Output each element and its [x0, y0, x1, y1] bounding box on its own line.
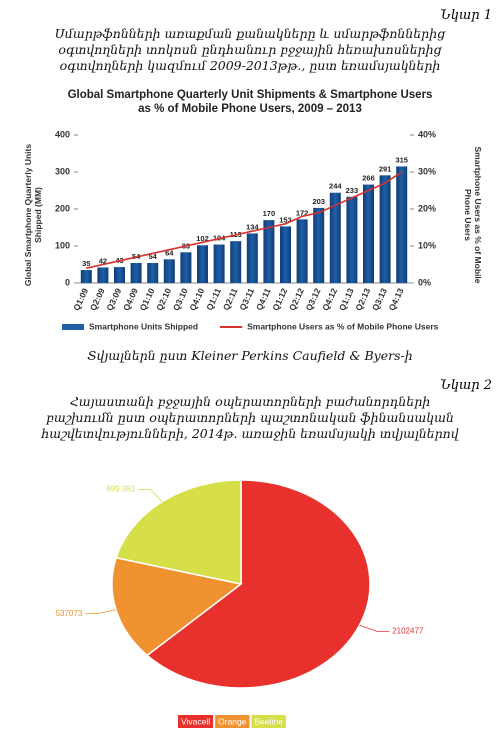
- y-tick-label: 100: [55, 240, 70, 250]
- source: Տվյալներն ըստ Kleiner Perkins Caufield &…: [87, 348, 413, 363]
- data-label: 170: [263, 209, 276, 218]
- pie-slice: [115, 479, 242, 585]
- bar: [97, 267, 109, 283]
- legend-swatch: [215, 715, 250, 728]
- bar: [180, 252, 192, 283]
- figure-label: Նկար 1: [440, 8, 492, 23]
- data-label: 42: [99, 256, 107, 265]
- data-label: 35: [82, 259, 90, 268]
- data-label: 153: [279, 215, 292, 224]
- data-label: 315: [395, 155, 408, 164]
- bar: [280, 226, 291, 283]
- caption: Սմարթֆոնների առաքման քանակները և սմարթֆո…: [54, 26, 446, 73]
- chart-title: Global Smartphone Quarterly Unit Shipmen…: [67, 89, 433, 115]
- data-label: 537073: [56, 609, 83, 618]
- bar: [130, 263, 142, 283]
- legend-swatch: [62, 324, 84, 330]
- data-label: 244: [329, 182, 342, 191]
- bar: [213, 244, 225, 283]
- leader-line: [359, 624, 390, 632]
- bar: [197, 245, 208, 283]
- y2-tick-label: 20%: [418, 203, 436, 213]
- bar: [329, 192, 341, 283]
- legend-swatch: [251, 715, 286, 728]
- y2-tick-label: 40%: [418, 129, 436, 139]
- data-label: 233: [346, 186, 359, 195]
- bar: [114, 267, 125, 283]
- bar: [396, 166, 408, 283]
- legend-label: Vivacell: [181, 716, 210, 726]
- caption: Հայաստանի բջջային օպերատորների բաժանորդն…: [41, 394, 459, 441]
- data-label: 2102477: [392, 626, 424, 635]
- bar: [363, 184, 374, 283]
- bar: [80, 270, 92, 283]
- x-tick-label: Q4:13: [387, 286, 406, 312]
- bar: [147, 263, 159, 283]
- leader-line: [138, 488, 163, 502]
- data-label: 699 381: [106, 484, 135, 493]
- data-label: 172: [296, 208, 309, 217]
- leader-line: [85, 609, 117, 615]
- bar: [230, 241, 242, 283]
- data-label: 54: [149, 252, 158, 261]
- bar: [163, 259, 175, 283]
- legend-label: Beeline: [255, 716, 284, 726]
- bar: [263, 220, 275, 283]
- y-tick-label: 200: [55, 203, 70, 213]
- y2-tick-label: 30%: [418, 166, 436, 176]
- data-label: 266: [362, 174, 375, 183]
- bar: [296, 219, 308, 283]
- y2-tick-label: 10%: [418, 240, 436, 250]
- figure-label: Նկար 2: [440, 378, 492, 393]
- data-label: 203: [312, 197, 325, 206]
- line: [86, 171, 403, 269]
- bar: [379, 175, 391, 283]
- data-label: 64: [165, 248, 174, 257]
- data-label: 102: [196, 234, 209, 243]
- bar: [313, 207, 325, 283]
- y2-tick-label: 0%: [418, 277, 431, 287]
- legend-swatch: [178, 715, 214, 728]
- data-label: 134: [246, 222, 259, 231]
- y-tick-label: 300: [55, 166, 70, 176]
- legend-label: Smartphone Users as % of Mobile Phone Us…: [247, 321, 439, 331]
- bar: [346, 196, 358, 283]
- y-tick-label: 0: [65, 277, 70, 287]
- legend-label: Smartphone Units Shipped: [89, 321, 198, 331]
- bar: [246, 233, 258, 283]
- legend-label: Orange: [218, 716, 247, 726]
- pie-slice: [111, 556, 243, 657]
- y-tick-label: 400: [55, 129, 70, 139]
- data-label: 291: [379, 164, 392, 173]
